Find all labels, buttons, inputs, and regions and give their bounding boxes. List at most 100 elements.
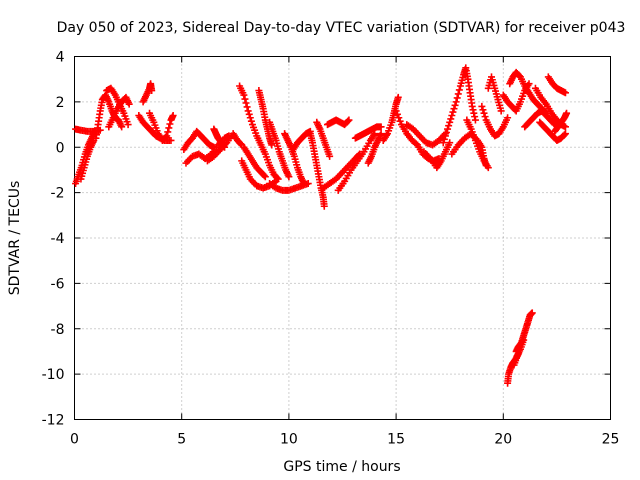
data-point xyxy=(344,117,352,125)
data-point xyxy=(247,117,255,125)
series-arc-46 xyxy=(512,309,536,355)
series-arc-34 xyxy=(448,130,490,169)
data-point xyxy=(260,172,268,180)
data-point xyxy=(442,129,450,137)
series-arc-14 xyxy=(236,82,282,183)
data-point xyxy=(445,122,453,130)
data-point xyxy=(377,130,385,138)
data-point xyxy=(468,102,476,110)
series-arc-29 xyxy=(379,93,402,144)
series-arc-13 xyxy=(210,125,229,151)
data-point xyxy=(167,136,175,144)
data-point xyxy=(221,143,229,151)
data-point xyxy=(561,130,569,138)
data-point xyxy=(563,109,571,117)
x-tick-label: 10 xyxy=(280,432,298,448)
data-point xyxy=(320,202,328,210)
series-arc-31 xyxy=(403,121,449,149)
series-arc-01 xyxy=(72,127,99,188)
axis-ticks: 0 5 10 15 20 25 -12 -10 -8 -6 -4 -2 0 2 4 xyxy=(42,50,620,448)
data-point xyxy=(444,125,452,133)
data-point xyxy=(377,123,385,131)
data-point xyxy=(561,123,569,131)
series-arc-37 xyxy=(484,73,505,115)
data-point xyxy=(550,119,558,127)
data-point xyxy=(560,131,568,139)
data-point xyxy=(479,106,487,114)
y-tick-label: -4 xyxy=(51,231,65,247)
data-point xyxy=(454,90,462,98)
data-point xyxy=(449,108,457,116)
series-arc-17 xyxy=(255,87,276,149)
series-arc-11 xyxy=(182,132,233,167)
data-point xyxy=(497,107,505,115)
x-tick-label: 5 xyxy=(177,432,186,448)
data-point xyxy=(447,115,455,123)
data-point xyxy=(272,177,280,185)
series-arc-44 xyxy=(551,109,571,135)
series-arc-32 xyxy=(420,139,454,172)
y-tick-label: -12 xyxy=(42,413,65,429)
data-point xyxy=(478,102,486,110)
series-arc-07 xyxy=(139,80,156,106)
data-point xyxy=(124,121,132,129)
data-point xyxy=(162,133,170,141)
data-point xyxy=(394,93,402,101)
data-point xyxy=(268,141,276,149)
y-tick-label: -6 xyxy=(51,276,65,292)
data-point xyxy=(285,173,293,181)
series-arc-36 xyxy=(478,102,512,140)
series-arc-24 xyxy=(323,116,353,129)
data-point xyxy=(243,103,251,111)
data-point xyxy=(300,180,308,188)
series-arc-26 xyxy=(334,130,379,194)
data-points xyxy=(72,64,571,387)
y-tick-label: -2 xyxy=(51,186,65,202)
series-arc-16 xyxy=(240,143,269,181)
data-point xyxy=(393,110,401,118)
series-arc-23 xyxy=(313,118,334,160)
data-point xyxy=(453,94,461,102)
y-tick-label: -8 xyxy=(51,322,65,338)
series-arc-22 xyxy=(306,130,328,210)
series-arc-43 xyxy=(544,73,569,97)
series-arc-33 xyxy=(439,64,479,147)
series-arc-28 xyxy=(364,130,385,167)
data-point xyxy=(471,116,479,124)
data-point xyxy=(520,336,528,344)
data-point xyxy=(273,174,281,182)
data-point xyxy=(165,124,173,132)
x-axis-label: GPS time / hours xyxy=(283,459,400,475)
chart-title: Day 050 of 2023, Sidereal Day-to-day VTE… xyxy=(57,20,626,36)
series-arc-04 xyxy=(92,91,126,142)
data-point xyxy=(481,113,489,121)
data-point xyxy=(448,111,456,119)
data-point xyxy=(345,116,353,124)
data-point xyxy=(439,139,447,147)
data-point xyxy=(245,110,253,118)
data-point xyxy=(446,118,454,126)
data-point xyxy=(148,87,156,95)
data-point xyxy=(504,114,512,122)
data-point xyxy=(240,91,248,99)
series-arc-47 xyxy=(510,336,528,369)
data-point xyxy=(326,152,334,160)
series-arc-18 xyxy=(266,118,293,181)
data-point xyxy=(480,109,488,117)
data-point xyxy=(220,142,228,150)
series-arc-03 xyxy=(77,136,98,183)
series-arc-09 xyxy=(146,109,177,144)
data-point xyxy=(241,95,249,103)
series-arc-20 xyxy=(281,130,308,188)
data-point xyxy=(469,106,477,114)
x-tick-label: 25 xyxy=(602,432,620,448)
data-point xyxy=(246,114,254,122)
y-tick-label: 0 xyxy=(56,140,65,156)
grid-lines xyxy=(74,56,611,420)
data-point xyxy=(244,107,252,115)
series-arc-02 xyxy=(72,125,104,135)
data-point xyxy=(164,128,172,136)
data-point xyxy=(261,173,269,181)
data-point xyxy=(452,98,460,106)
y-tick-label: 2 xyxy=(56,95,65,111)
